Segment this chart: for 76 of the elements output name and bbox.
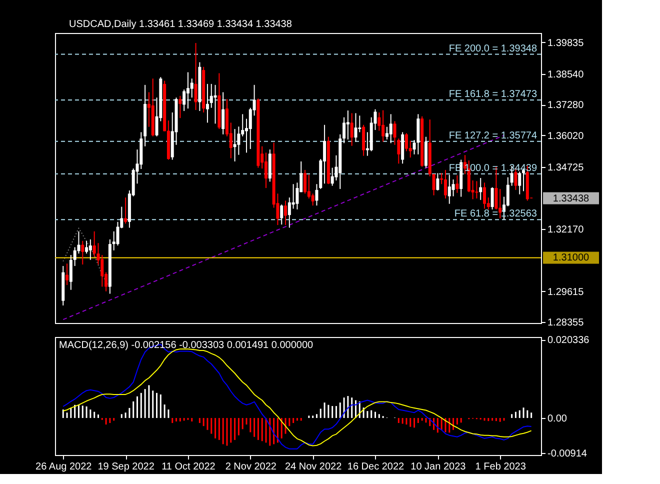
- line-series: [62, 228, 110, 289]
- candlestick: [315, 184, 318, 206]
- y-tick-label: 1.29615: [548, 286, 584, 298]
- candlestick: [307, 174, 310, 199]
- candlestick: [475, 180, 478, 199]
- candlestick: [346, 110, 350, 140]
- ref-line-label: 1.31000: [552, 252, 590, 264]
- ref-line-label: FE 127.2 = 1.35774: [448, 130, 538, 142]
- candlestick: [186, 72, 190, 110]
- x-tick-label: 16 Dec 2022: [347, 462, 405, 472]
- chart-title: USDCAD,Daily 1.33461 1.33469 1.33434 1.33438: [69, 19, 292, 30]
- candlestick: [112, 230, 116, 251]
- y-tick-label: -0.00914: [548, 448, 588, 460]
- candlestick: [350, 112, 354, 146]
- candlestick: [190, 78, 194, 98]
- candlestick: [432, 174, 436, 196]
- candlestick: [444, 169, 447, 199]
- candlestick: [518, 171, 522, 195]
- y-tick-label: 1.38540: [548, 69, 584, 80]
- candlestick: [448, 174, 451, 204]
- candlestick: [206, 83, 209, 124]
- x-tick-label: 10 Jan 2023: [410, 462, 466, 472]
- candlestick: [342, 116, 346, 144]
- text: 1.33438: [552, 193, 590, 204]
- x-tick-label: 24 Nov 2022: [284, 462, 342, 472]
- candlestick: [385, 126, 388, 140]
- candlestick: [494, 166, 498, 210]
- x-tick-label: 11 Oct 2022: [162, 462, 216, 472]
- candlestick: [490, 186, 494, 210]
- y-tick-label: 1.28355: [548, 318, 584, 329]
- ref-line-label: FE 200.0 = 1.39348: [448, 43, 538, 54]
- candlestick: [498, 188, 502, 219]
- candlestick: [404, 132, 408, 152]
- candlestick: [194, 42, 198, 111]
- candlestick: [66, 263, 69, 286]
- candlestick: [362, 124, 366, 156]
- candlestick: [382, 110, 385, 142]
- candlestick: [264, 152, 268, 188]
- y-tick-label: 1.39835: [548, 38, 584, 49]
- candlestick: [210, 83, 213, 108]
- candlestick: [124, 196, 128, 224]
- y-tick-label: 0.020336: [548, 335, 590, 346]
- candlestick: [436, 172, 440, 191]
- x-tick-label: 19 Sep 2022: [98, 462, 155, 472]
- y-tick-label: 1.36020: [548, 130, 584, 142]
- candlestick: [284, 200, 288, 226]
- candlestick: [311, 193, 314, 206]
- candlestick: [214, 84, 217, 124]
- candlestick: [456, 174, 459, 194]
- y-tick-label: 0.00: [548, 413, 568, 424]
- candlestick: [323, 124, 326, 184]
- candlestick: [85, 240, 88, 254]
- x-tick-label: 1 Feb 2023: [475, 462, 526, 472]
- candlestick: [116, 221, 120, 246]
- candlestick: [88, 238, 92, 260]
- candlestick: [222, 92, 225, 135]
- candlestick: [280, 204, 284, 226]
- ref-line-label: FE 161.8 = 1.37473: [448, 88, 538, 100]
- candlestick: [304, 169, 307, 194]
- candlestick: [100, 254, 104, 288]
- candlestick: [452, 178, 455, 197]
- candlestick: [182, 89, 186, 112]
- candlestick: [81, 240, 84, 266]
- candlestick: [389, 114, 392, 144]
- candlestick: [479, 178, 482, 200]
- x-tick-label: 26 Aug 2022: [36, 462, 92, 472]
- candlestick: [483, 182, 486, 210]
- candlestick: [354, 112, 358, 142]
- y-tick-label: 1.34725: [548, 162, 584, 174]
- candlestick: [178, 95, 182, 119]
- candlestick: [233, 128, 236, 162]
- y-tick-label: 1.32170: [548, 224, 584, 236]
- y-tick-label: 1.37280: [548, 100, 584, 112]
- x-tick-label: 2 Nov 2022: [225, 462, 277, 472]
- candlestick: [288, 196, 291, 228]
- candlestick: [69, 254, 72, 290]
